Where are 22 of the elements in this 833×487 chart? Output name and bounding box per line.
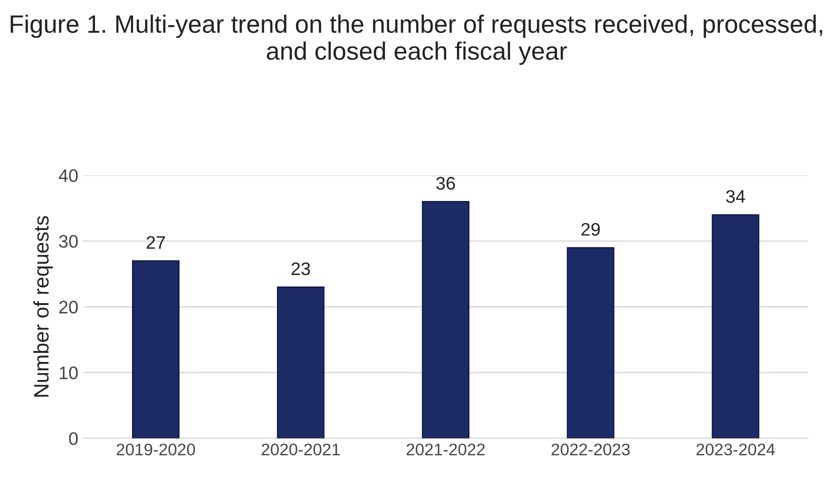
x-tick-label: 2022-2023 bbox=[552, 444, 630, 456]
data-label: 36 bbox=[436, 176, 455, 190]
bar bbox=[712, 214, 760, 438]
data-label: 27 bbox=[146, 236, 165, 249]
y-tick-label: 20 bbox=[59, 300, 78, 314]
x-tick-label: 2021-2022 bbox=[406, 444, 485, 456]
bar bbox=[566, 247, 614, 438]
y-tick-label: 30 bbox=[59, 235, 78, 248]
chart-title: Figure 1. Multi-year trend on the number of requests received, processed, and closed each fiscal year bbox=[10, 14, 822, 65]
data-label: 23 bbox=[292, 262, 310, 276]
x-tick-label: 2023-2024 bbox=[696, 444, 775, 456]
data-label: 34 bbox=[726, 190, 746, 203]
y-tick-label: 0 bbox=[69, 432, 78, 446]
y-tick-label: 40 bbox=[58, 169, 78, 182]
bar bbox=[422, 201, 470, 438]
y-axis-title: Number of requests bbox=[33, 216, 53, 397]
data-label: 29 bbox=[581, 222, 600, 236]
bar bbox=[276, 286, 324, 438]
y-tick-label: 10 bbox=[60, 366, 78, 380]
x-tick-label: 2019-2020 bbox=[116, 444, 195, 456]
x-tick-label: 2020-2021 bbox=[262, 444, 340, 456]
bar bbox=[132, 260, 180, 438]
